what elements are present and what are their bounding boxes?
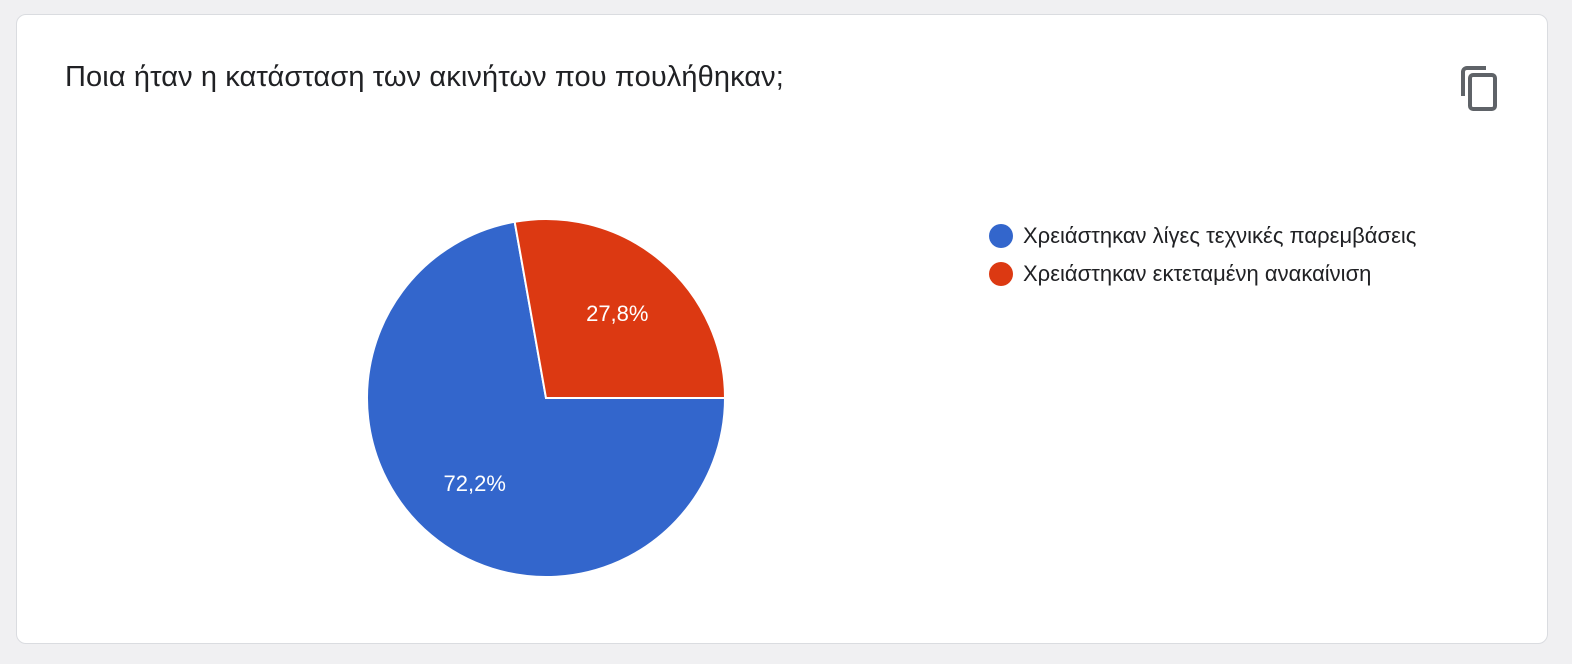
legend-swatch-0 <box>989 224 1013 248</box>
question-title: Ποια ήταν η κατάσταση των ακινήτων που π… <box>65 61 784 93</box>
pie-slice-label-1: 27,8% <box>586 301 648 326</box>
copy-chart-button[interactable] <box>1451 61 1507 117</box>
pie-slice-1[interactable] <box>513 218 727 399</box>
legend-swatch-1 <box>989 262 1013 286</box>
pie-chart: 72,2% 27,8% <box>366 218 727 578</box>
legend-label-0: Χρειάστηκαν λίγες τεχνικές παρεμβάσεις <box>1023 223 1417 248</box>
chart-legend: Χρειάστηκαν λίγες τεχνικές παρεμβάσεις Χ… <box>989 217 1416 293</box>
pie-slice-0[interactable] <box>366 220 727 578</box>
pie-slice-label-0: 72,2% <box>444 471 506 496</box>
legend-label-1: Χρειάστηκαν εκτεταμένη ανακαίνιση <box>1023 261 1372 286</box>
copy-icon <box>1461 66 1497 111</box>
chart-card: Ποια ήταν η κατάσταση των ακινήτων που π… <box>16 14 1548 644</box>
legend-item-0[interactable]: Χρειάστηκαν λίγες τεχνικές παρεμβάσεις <box>989 217 1416 255</box>
legend-item-1[interactable]: Χρειάστηκαν εκτεταμένη ανακαίνιση <box>989 255 1416 293</box>
